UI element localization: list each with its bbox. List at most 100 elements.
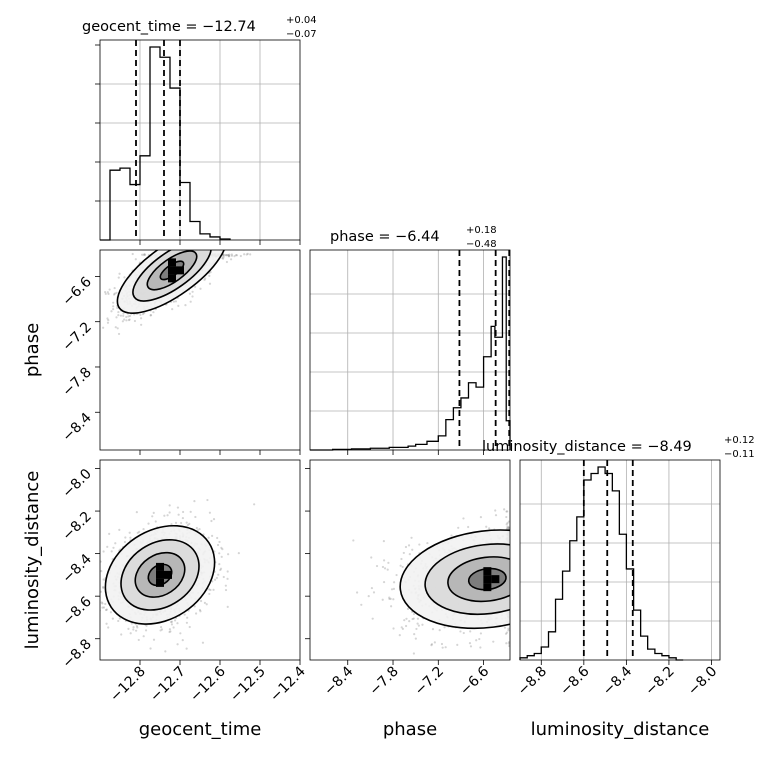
scatter-point bbox=[149, 314, 153, 317]
scatter-point bbox=[222, 254, 226, 257]
scatter-point bbox=[479, 646, 482, 649]
scatter-point bbox=[134, 629, 138, 632]
panel-frame bbox=[99, 39, 301, 241]
scatter-point bbox=[138, 530, 141, 533]
scatter-point bbox=[246, 252, 249, 255]
scatter-point bbox=[106, 321, 110, 324]
scatter-point bbox=[133, 319, 137, 323]
scatter-point bbox=[478, 637, 481, 641]
scatter-point bbox=[102, 586, 105, 589]
x-tick-label: −12.7 bbox=[147, 664, 189, 706]
scatter-point bbox=[116, 327, 119, 330]
scatter-point bbox=[386, 568, 389, 571]
density-core bbox=[168, 258, 184, 283]
scatter-point bbox=[177, 304, 180, 308]
y-tick-label: −8.0 bbox=[59, 466, 94, 501]
scatter-point bbox=[87, 572, 89, 574]
scatter-point bbox=[488, 527, 491, 530]
contour-line bbox=[116, 250, 228, 314]
title-geocent-time-text: geocent_time = −12.74 bbox=[82, 19, 256, 35]
histogram-step bbox=[310, 256, 511, 451]
scatter-point bbox=[127, 627, 130, 630]
scatter-point bbox=[479, 516, 483, 519]
scatter-point bbox=[494, 514, 498, 517]
contour-line bbox=[146, 250, 198, 291]
scatter-point bbox=[382, 559, 386, 562]
y-tick-label: −7.2 bbox=[59, 319, 94, 354]
scatter-point bbox=[140, 317, 143, 320]
scatter-point bbox=[194, 515, 197, 519]
scatter-point bbox=[122, 312, 125, 315]
scatter-point bbox=[102, 326, 105, 329]
contour-line bbox=[147, 563, 173, 587]
scatter-point bbox=[230, 253, 233, 256]
scatter-point bbox=[108, 288, 111, 291]
scatter-point bbox=[413, 633, 416, 636]
scatter-point bbox=[112, 546, 115, 549]
scatter-point bbox=[388, 596, 391, 599]
scatter-point bbox=[115, 291, 118, 294]
scatter-point bbox=[107, 318, 110, 322]
scatter-point bbox=[176, 506, 180, 509]
scatter-point bbox=[370, 556, 373, 559]
scatter-point bbox=[367, 595, 370, 598]
scatter-point bbox=[503, 626, 507, 629]
x-tick-label: −8.4 bbox=[600, 663, 635, 698]
scatter-point bbox=[94, 585, 96, 587]
scatter-point bbox=[152, 638, 156, 641]
scatter-point bbox=[227, 553, 230, 556]
scatter-point bbox=[235, 254, 239, 257]
scatter-point bbox=[416, 622, 419, 625]
scatter-point bbox=[129, 536, 132, 539]
x-tick-label: −12.4 bbox=[267, 663, 309, 705]
scatter-point bbox=[118, 272, 121, 275]
scatter-point bbox=[80, 630, 82, 632]
scatter-point bbox=[174, 300, 178, 303]
scatter-point bbox=[117, 276, 120, 279]
scatter-point bbox=[438, 629, 441, 632]
scatter-layer bbox=[102, 250, 252, 336]
scatter-point bbox=[219, 567, 223, 570]
scatter-point bbox=[116, 306, 119, 309]
y-tick-label: −6.6 bbox=[59, 274, 94, 309]
scatter-point bbox=[104, 602, 107, 606]
scatter-point bbox=[141, 312, 145, 316]
scatter-point bbox=[176, 622, 179, 625]
y-tick-label: −8.8 bbox=[59, 636, 94, 671]
scatter-point bbox=[191, 295, 194, 298]
scatter-point bbox=[226, 253, 229, 257]
scatter-point bbox=[479, 632, 483, 635]
title-phase-text: phase = −6.44 bbox=[330, 229, 440, 245]
scatter-point bbox=[494, 509, 497, 512]
scatter-point bbox=[145, 624, 148, 627]
panel-scatter-geocent-time-luminosity-distance: −12.8−12.7−12.6−12.5−12.4 −8.8 −8.6 −8.4 −8.… bbox=[59, 459, 309, 706]
scatter-point bbox=[208, 511, 211, 514]
scatter-point bbox=[76, 582, 78, 584]
scatter-point bbox=[97, 644, 99, 646]
scatter-point bbox=[159, 629, 162, 632]
scatter-point bbox=[114, 326, 117, 329]
scatter-point bbox=[372, 591, 376, 594]
title-luminosity-distance: luminosity_distance = −8.49 +0.12 −0.11 bbox=[482, 435, 755, 460]
scatter-point bbox=[430, 644, 433, 647]
scatter-point bbox=[135, 511, 138, 514]
density-core-cell bbox=[168, 258, 176, 267]
scatter-point bbox=[189, 510, 192, 513]
scatter-point bbox=[456, 643, 459, 646]
scatter-point bbox=[213, 578, 217, 581]
scatter-point bbox=[185, 647, 188, 650]
scatter-point bbox=[191, 290, 194, 293]
scatter-point bbox=[170, 523, 173, 526]
scatter-point bbox=[128, 318, 131, 321]
scatter-point bbox=[111, 617, 114, 620]
scatter-point bbox=[181, 639, 184, 642]
scatter-point bbox=[400, 557, 403, 561]
scatter-point bbox=[243, 253, 246, 256]
scatter-point bbox=[507, 527, 510, 530]
scatter-point bbox=[506, 527, 509, 530]
scatter-point bbox=[79, 587, 81, 589]
scatter-point bbox=[186, 616, 189, 619]
scatter-point bbox=[127, 318, 130, 322]
scatter-point bbox=[507, 627, 510, 630]
scatter-point bbox=[102, 550, 105, 553]
